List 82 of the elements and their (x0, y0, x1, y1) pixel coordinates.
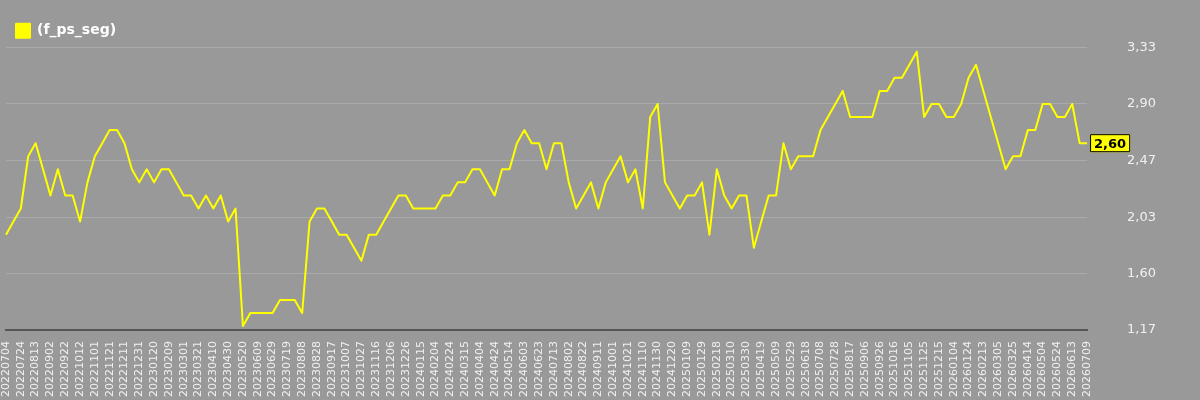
x-tick-label: 20240603 (517, 341, 531, 398)
y-tick-label: 2,03 (1127, 209, 1157, 225)
x-tick-label: 20260524 (1050, 341, 1064, 398)
x-tick-label: 20231206 (383, 341, 397, 398)
x-tick-label: 20230917 (324, 341, 338, 398)
x-tick-label: 20231226 (398, 341, 412, 398)
x-tick-label: 20250129 (694, 341, 708, 398)
y-tick-label: 2,47 (1127, 151, 1157, 167)
y-tick-label: 1,17 (1127, 321, 1157, 337)
x-tick-label: 20241021 (620, 341, 634, 398)
x-tick-label: 20220922 (58, 341, 72, 398)
legend-label: (f_ps_seg) (37, 21, 117, 39)
x-tick-label: 20260213 (976, 341, 990, 398)
x-tick-label: 20230520 (235, 341, 249, 398)
x-tick-label: 20230301 (176, 341, 190, 398)
y-tick-label: 3,33 (1127, 39, 1157, 55)
x-tick-label: 20240802 (561, 341, 575, 398)
x-tick-label: 20250926 (872, 341, 886, 398)
x-tick-label: 20221211 (117, 341, 131, 398)
x-tick-label: 20240404 (472, 341, 486, 398)
x-tick-label: 20230120 (146, 341, 160, 398)
annotation: 2,60 (1094, 135, 1127, 151)
x-tick-label: 20260709 (1079, 341, 1093, 398)
x-tick-label: 20221231 (132, 341, 146, 398)
y-tick-label: 2,90 (1127, 95, 1157, 111)
x-tick-label: 20260325 (1005, 341, 1019, 398)
x-tick-label: 20251105 (902, 341, 916, 398)
x-tick-label: 20251016 (887, 341, 901, 398)
x-tick-label: 20230321 (191, 341, 205, 398)
x-tick-label: 20240822 (576, 341, 590, 398)
x-tick-label: 20240224 (443, 341, 457, 398)
x-tick-label: 20250906 (857, 341, 871, 398)
x-tick-label: 20240713 (546, 341, 560, 398)
x-tick-label: 20231027 (354, 341, 368, 398)
x-tick-label: 20250509 (768, 341, 782, 398)
x-tick-label: 20240623 (531, 341, 545, 398)
x-tick-label: 20260613 (1065, 341, 1079, 398)
x-tick-label: 20221012 (72, 341, 86, 398)
x-tick-label: 20251215 (931, 341, 945, 398)
x-tick-label: 20260504 (1035, 341, 1049, 398)
x-tick-label: 20230410 (206, 341, 220, 398)
x-tick-label: 20240514 (502, 341, 516, 398)
x-tick-label: 20250310 (724, 341, 738, 398)
x-tick-label: 20231116 (369, 341, 383, 398)
x-tick-label: 20230719 (280, 341, 294, 398)
x-tick-label: 20220724 (13, 341, 27, 398)
x-tick-label: 20250728 (828, 341, 842, 398)
x-tick-label: 20230629 (265, 341, 279, 398)
x-tick-label: 20250529 (783, 341, 797, 398)
x-tick-label: 20260124 (961, 341, 975, 398)
x-tick-label: 20220813 (28, 341, 42, 398)
x-tick-label: 20260104 (946, 341, 960, 398)
x-tick-label: 20250817 (842, 341, 856, 398)
x-tick-label: 20220704 (0, 341, 12, 398)
x-tick-label: 20231007 (339, 341, 353, 398)
x-tick-label: 20250419 (754, 341, 768, 398)
x-tick-label: 20221101 (87, 341, 101, 398)
x-tick-label: 20240315 (457, 341, 471, 398)
x-tick-label: 20241001 (606, 341, 620, 398)
x-tick-label: 20241110 (635, 341, 649, 398)
x-tick-label: 20260414 (1020, 341, 1034, 398)
x-tick-label: 20240115 (413, 341, 427, 398)
x-tick-label: 20230808 (295, 341, 309, 398)
x-tick-label: 20230828 (309, 341, 323, 398)
y-tick-label: 1,60 (1127, 265, 1157, 281)
x-tick-label: 20220902 (43, 341, 57, 398)
x-tick-label: 20250708 (813, 341, 827, 398)
x-tick-label: 20241220 (665, 341, 679, 398)
x-tick-label: 20250109 (680, 341, 694, 398)
x-tick-label: 20251125 (917, 341, 931, 398)
x-tick-label: 20241130 (650, 341, 664, 398)
x-tick-label: 20260305 (991, 341, 1005, 398)
x-tick-label: 20240911 (591, 341, 605, 398)
x-tick-label: 20230609 (250, 341, 264, 398)
x-tick-label: 20240204 (428, 341, 442, 398)
x-tick-label: 20250618 (798, 341, 812, 398)
x-tick-label: 20240424 (487, 341, 501, 398)
x-tick-label: 20250218 (709, 341, 723, 398)
x-tick-label: 20250330 (739, 341, 753, 398)
x-tick-label: 20230209 (161, 341, 175, 398)
x-tick-label: 20230430 (220, 341, 234, 398)
x-tick-label: 20221121 (102, 341, 116, 398)
